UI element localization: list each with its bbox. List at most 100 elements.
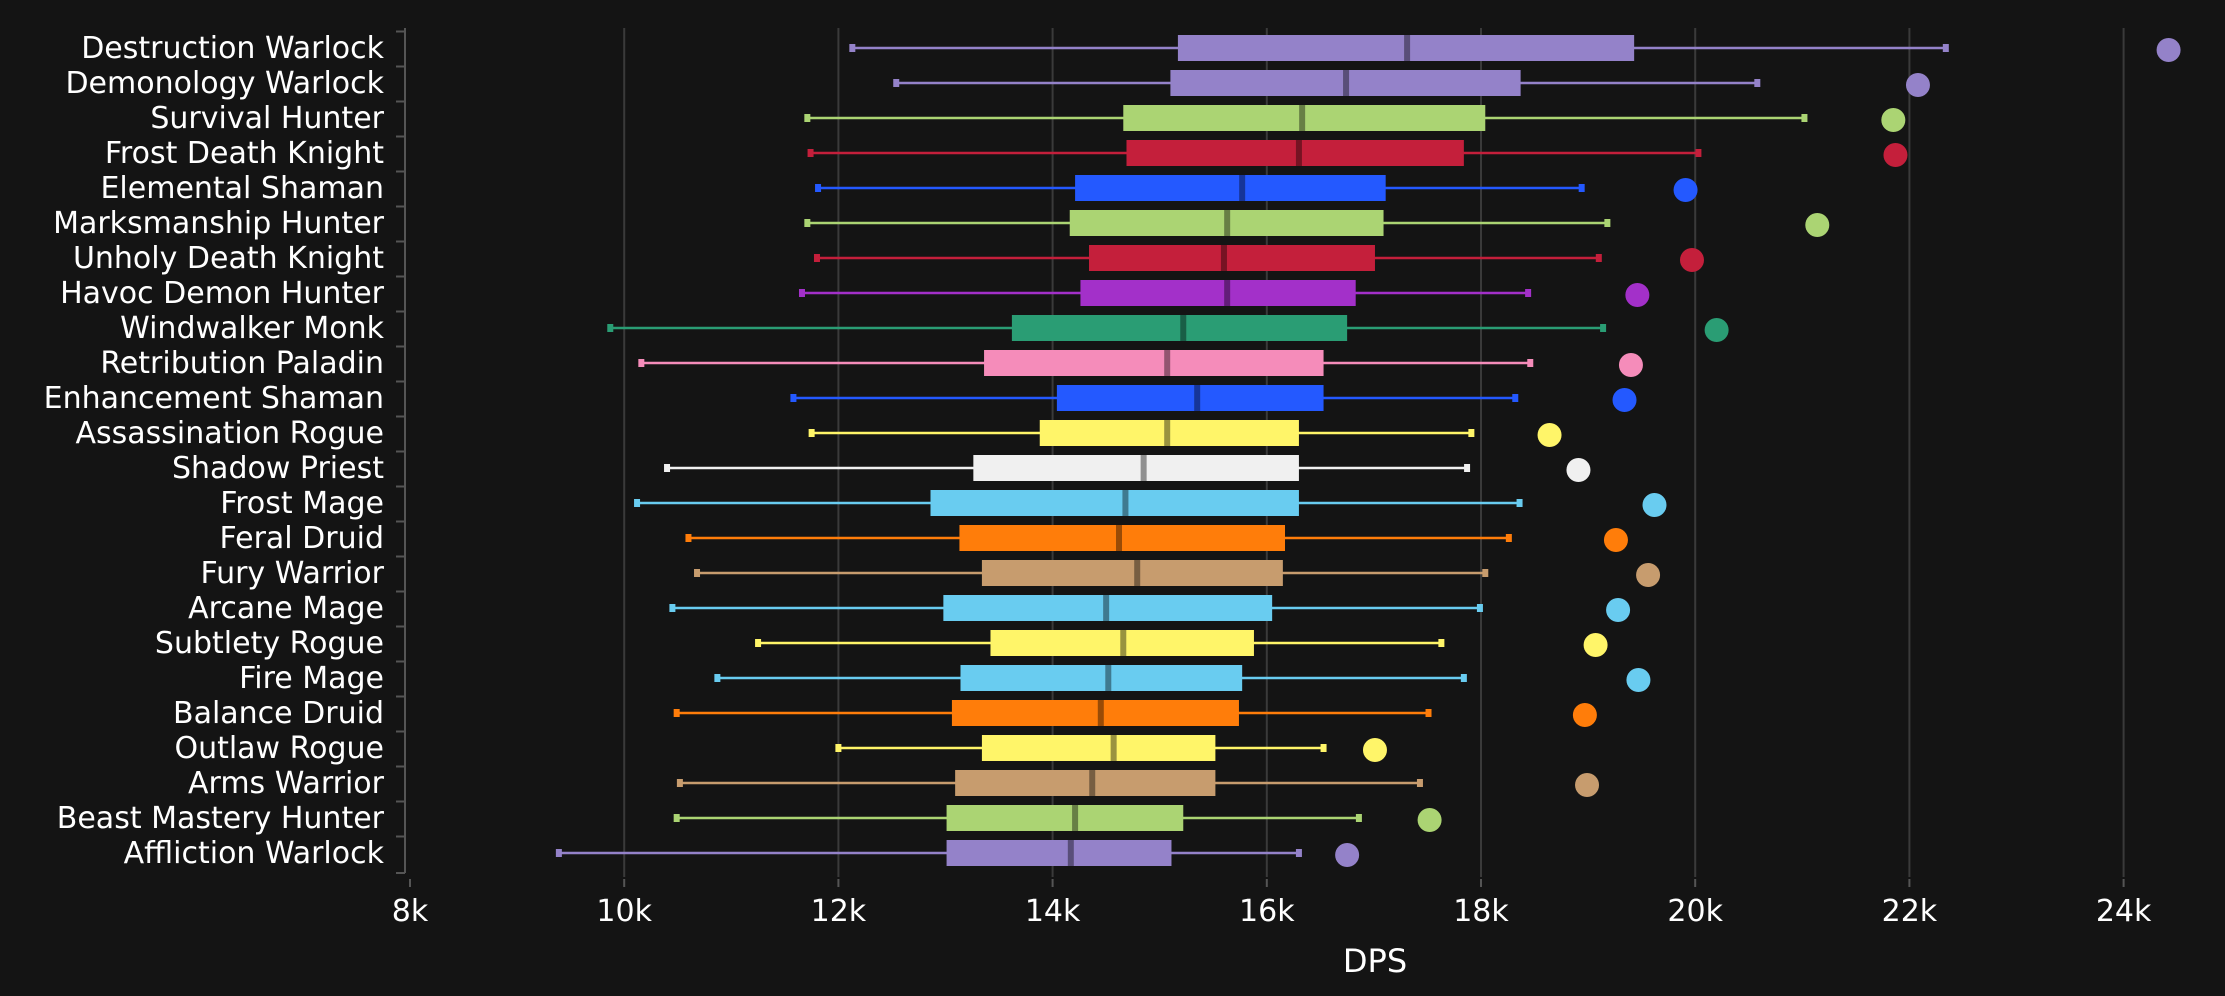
- median-marker: [1116, 525, 1123, 551]
- iqr-box: [930, 490, 1299, 516]
- box-fury-warrior: [694, 560, 1661, 587]
- x-tick-label: 8k: [392, 894, 429, 929]
- whisker-cap-max: [1295, 849, 1302, 857]
- median-marker: [1134, 560, 1141, 586]
- max-point: [1625, 283, 1650, 307]
- iqr-box: [984, 350, 1324, 376]
- y-tick-label: Shadow Priest: [172, 451, 384, 486]
- iqr-box: [951, 700, 1239, 726]
- grid-lines: [623, 28, 2125, 877]
- y-tick-label: Frost Mage: [220, 486, 384, 521]
- whisker-cap-max: [1476, 604, 1483, 612]
- max-point: [2156, 38, 2181, 62]
- whisker-cap-max: [1516, 499, 1523, 507]
- iqr-box: [946, 805, 1184, 831]
- y-tick-label: Retribution Paladin: [100, 346, 384, 381]
- whisker-cap-max: [1416, 779, 1423, 787]
- x-tick-label: 22k: [1882, 894, 1938, 929]
- median-marker: [1122, 490, 1129, 516]
- y-tick-label: Fury Warrior: [200, 556, 384, 591]
- iqr-box: [1075, 175, 1386, 201]
- whisker-cap-max: [1754, 79, 1761, 87]
- median-marker: [1180, 315, 1187, 341]
- box-feral-druid: [685, 525, 1628, 552]
- max-point: [1583, 633, 1608, 657]
- x-tick-label: 14k: [1025, 894, 1081, 929]
- iqr-box: [1126, 140, 1464, 166]
- y-tick-label: Balance Druid: [173, 696, 384, 731]
- whisker-cap-max: [1468, 429, 1475, 437]
- median-marker: [1299, 105, 1306, 131]
- plot-area: [555, 35, 2181, 867]
- box-arms-warrior: [676, 770, 1600, 797]
- y-tick-label: Subtlety Rogue: [155, 626, 384, 661]
- y-tick-label: Unholy Death Knight: [73, 241, 384, 276]
- iqr-box: [1011, 315, 1348, 341]
- iqr-box: [1056, 385, 1324, 411]
- whisker-cap-min: [714, 674, 721, 682]
- max-point: [1883, 143, 1908, 167]
- whisker-cap-max: [1464, 464, 1471, 472]
- median-marker: [1120, 630, 1127, 656]
- whisker-cap-min: [555, 849, 562, 857]
- max-point: [1636, 563, 1661, 587]
- max-point: [1575, 773, 1600, 797]
- box-shadow-priest: [664, 455, 1591, 482]
- box-fire-mage: [714, 665, 1651, 692]
- y-tick-label: Enhancement Shaman: [44, 381, 384, 416]
- whisker-cap-max: [1942, 44, 1949, 52]
- y-tick-label: Elemental Shaman: [100, 171, 384, 206]
- box-windwalker-monk: [607, 315, 1729, 342]
- x-tick-label: 12k: [811, 894, 867, 929]
- x-tick-label: 20k: [1667, 894, 1723, 929]
- x-tick-label: 16k: [1239, 894, 1295, 929]
- whisker-cap-min: [685, 534, 692, 542]
- max-point: [1566, 458, 1591, 482]
- y-tick-label: Havoc Demon Hunter: [60, 276, 385, 311]
- y-tick-label: Frost Death Knight: [105, 136, 384, 171]
- box-beast-mastery-hunter: [673, 805, 1442, 832]
- x-tick-label: 24k: [2096, 894, 2152, 929]
- median-marker: [1067, 840, 1074, 866]
- whisker-cap-min: [638, 359, 645, 367]
- box-marksmanship-hunter: [804, 210, 1830, 237]
- box-balance-druid: [673, 700, 1597, 727]
- box-frost-mage: [634, 490, 1667, 517]
- whisker-cap-max: [1595, 254, 1602, 262]
- whisker-cap-max: [1525, 289, 1532, 297]
- median-marker: [1164, 420, 1171, 446]
- whisker-cap-max: [1527, 359, 1534, 367]
- whisker-cap-min: [815, 184, 822, 192]
- max-point: [1537, 423, 1562, 447]
- y-tick-label: Assassination Rogue: [75, 416, 384, 451]
- max-point: [1805, 213, 1830, 237]
- median-marker: [1224, 280, 1231, 306]
- max-point: [1881, 108, 1906, 132]
- median-marker: [1404, 35, 1411, 61]
- whisker-cap-max: [1505, 534, 1512, 542]
- whisker-cap-min: [807, 149, 814, 157]
- max-point: [1905, 73, 1930, 97]
- y-tick-label: Beast Mastery Hunter: [57, 801, 385, 836]
- median-marker: [1224, 210, 1231, 236]
- whisker-cap-min: [893, 79, 900, 87]
- box-frost-death-knight: [807, 140, 1908, 167]
- max-point: [1626, 668, 1651, 692]
- whisker-cap-min: [634, 499, 641, 507]
- x-tick-label: 10k: [596, 894, 652, 929]
- whisker-cap-max: [1695, 149, 1702, 157]
- max-point: [1612, 388, 1637, 412]
- iqr-box: [955, 770, 1216, 796]
- iqr-box: [981, 735, 1216, 761]
- box-elemental-shaman: [815, 175, 1698, 202]
- median-marker: [1097, 700, 1104, 726]
- whisker-cap-min: [607, 324, 614, 332]
- max-point: [1606, 598, 1631, 622]
- whisker-cap-min: [755, 639, 762, 647]
- iqr-box: [960, 665, 1243, 691]
- y-tick-label: Arms Warrior: [188, 766, 385, 801]
- max-point: [1335, 843, 1360, 867]
- box-outlaw-rogue: [835, 735, 1387, 762]
- median-marker: [1110, 735, 1117, 761]
